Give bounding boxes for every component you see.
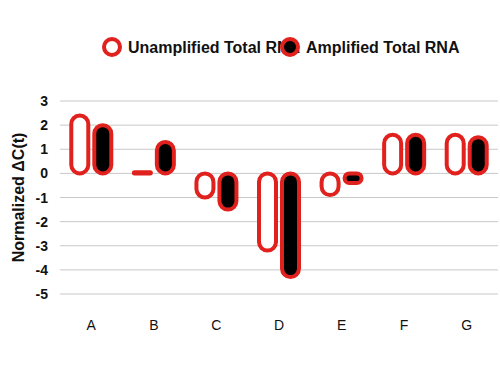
- bars: [71, 115, 486, 277]
- legend-label: Amplified Total RNA: [306, 39, 460, 56]
- legend: Unamplified Total RNA Amplified Total RNA: [104, 39, 460, 56]
- y-axis-label: Normalized ΔC(t): [10, 133, 27, 263]
- y-tick-label: 3: [40, 93, 48, 109]
- legend-marker: [104, 39, 120, 55]
- bar: [94, 125, 111, 173]
- grid-line: [60, 101, 498, 102]
- x-tick-label: A: [87, 317, 97, 333]
- bar: [345, 173, 362, 183]
- x-tick-label: D: [274, 317, 284, 333]
- grid: [60, 101, 498, 294]
- y-tick-label: 2: [40, 117, 48, 133]
- y-tick-label: -3: [36, 238, 49, 254]
- y-tick-label: -1: [36, 190, 49, 206]
- bar: [157, 142, 174, 173]
- y-tick-label: -2: [36, 214, 49, 230]
- grid-line: [60, 173, 498, 174]
- grid-line: [60, 197, 498, 198]
- x-tick-label: C: [211, 317, 221, 333]
- grid-line: [60, 149, 498, 150]
- x-tick-label: G: [461, 317, 472, 333]
- bar: [322, 173, 339, 195]
- y-tick-label: -4: [36, 262, 49, 278]
- chart-root: -5 -4 -3 -2 -1 0 1 2 3 Normalized ΔC(t) A B C D E F G Una…: [0, 0, 500, 390]
- bar: [196, 173, 213, 197]
- chart-svg: -5 -4 -3 -2 -1 0 1 2 3 Normalized ΔC(t) A B C D E F G Una…: [0, 0, 500, 390]
- bar: [384, 135, 401, 174]
- x-tick-label: E: [337, 317, 346, 333]
- bar: [71, 115, 88, 173]
- legend-marker: [282, 39, 298, 55]
- y-tick-label: -5: [36, 286, 49, 302]
- bar: [282, 173, 299, 277]
- bar: [407, 135, 424, 174]
- bar: [447, 135, 464, 174]
- legend-label: Unamplified Total RNA: [128, 39, 301, 56]
- grid-line: [60, 245, 498, 246]
- x-tick-label: B: [149, 317, 158, 333]
- bar: [134, 172, 151, 173]
- x-tick-label: F: [400, 317, 409, 333]
- grid-line: [60, 269, 498, 270]
- grid-line: [60, 294, 498, 295]
- bar: [219, 173, 236, 209]
- bar: [259, 173, 276, 250]
- y-tick-label: 1: [40, 141, 48, 157]
- bar: [470, 137, 487, 173]
- y-tick-label: 0: [40, 165, 48, 181]
- grid-line: [60, 221, 498, 222]
- grid-line: [60, 125, 498, 126]
